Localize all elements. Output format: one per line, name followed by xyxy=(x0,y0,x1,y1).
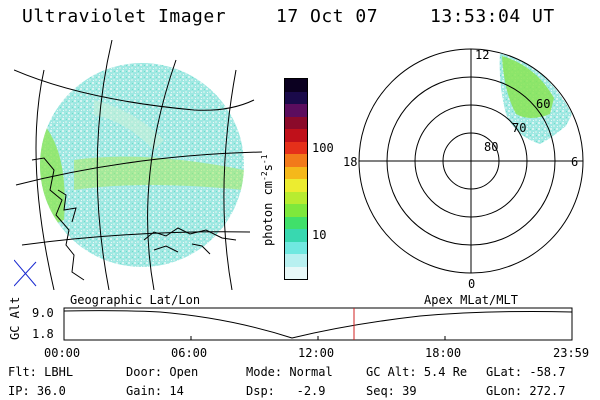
colorbar-tick-10: 10 xyxy=(312,228,327,242)
lat-lon-grid xyxy=(14,40,262,290)
colorbar xyxy=(284,78,308,280)
timeline-right-title: Apex MLat/MLT xyxy=(424,293,518,307)
timeline-tick-1200: 12:00 xyxy=(298,346,335,360)
colorbar-swatch xyxy=(285,254,307,267)
status-ip: IP: 36.0 xyxy=(8,384,66,398)
colorbar-swatch xyxy=(285,116,307,129)
colorbar-swatch xyxy=(285,154,307,167)
colorbar-swatch xyxy=(285,129,307,142)
timeline-y-top: 9.0 xyxy=(32,306,54,320)
colorbar-swatch xyxy=(285,241,307,254)
colorbar-swatch xyxy=(285,204,307,217)
status-filter: Flt: LBHL xyxy=(8,365,74,379)
colorbar-unit-label: photon cm-2s-1 xyxy=(260,154,275,246)
geographic-image-panel xyxy=(14,40,262,290)
colorbar-swatch xyxy=(285,79,307,92)
instrument-title: Ultraviolet Imager xyxy=(22,6,227,27)
timeline-tick-2359: 23:59 xyxy=(553,346,590,360)
timeline-tick-0600: 06:00 xyxy=(171,346,208,360)
date-label: 17 Oct 07 xyxy=(276,6,379,27)
timeline-tick-1800: 18:00 xyxy=(425,346,462,360)
timeline-left-title: Geographic Lat/Lon xyxy=(70,293,201,307)
colorbar-swatch xyxy=(285,179,307,192)
status-gain: Gain: 14 xyxy=(126,384,184,398)
status-gc-alt: GC Alt: 5.4 Re xyxy=(366,365,468,379)
colorbar-swatch xyxy=(285,266,307,279)
status-mode: Mode: Normal xyxy=(246,365,333,379)
mlt-label-0: 0 xyxy=(468,277,475,291)
colorbar-swatch xyxy=(285,104,307,117)
colorbar-swatch xyxy=(285,191,307,204)
altitude-timeline-chart xyxy=(63,307,573,341)
timeline-tick-0000: 00:00 xyxy=(44,346,81,360)
status-glat: GLat: -58.7 xyxy=(486,365,566,379)
mlt-label-18: 18 xyxy=(343,155,357,169)
mlat-label-60: 60 xyxy=(536,97,550,111)
polar-grid xyxy=(358,48,584,274)
coastlines xyxy=(31,157,237,281)
mlt-label-12: 12 xyxy=(475,48,489,62)
time-label: 13:53:04 UT xyxy=(430,6,555,27)
timeline-frame xyxy=(63,307,573,341)
mlat-label-70: 70 xyxy=(512,121,526,135)
colorbar-swatch xyxy=(285,216,307,229)
colorbar-swatch xyxy=(285,166,307,179)
status-door: Door: Open xyxy=(126,365,199,379)
colorbar-swatch xyxy=(285,91,307,104)
timeline-axis-label: GC Alt xyxy=(8,296,22,340)
status-glon: GLon: 272.7 xyxy=(486,384,566,398)
polar-mlat-mlt-plot: 12 18 6 0 60 70 80 xyxy=(343,48,584,291)
altitude-curve xyxy=(63,310,573,339)
status-seq: Seq: 39 xyxy=(366,384,417,398)
mlt-label-6: 6 xyxy=(571,155,578,169)
status-dsp: Dsp: -2.9 xyxy=(246,384,326,398)
mlat-label-80: 80 xyxy=(484,140,498,154)
colorbar-tick-100: 100 xyxy=(312,141,334,155)
colorbar-swatch xyxy=(285,229,307,242)
colorbar-swatch xyxy=(285,141,307,154)
timeline-y-bottom: 1.8 xyxy=(32,327,54,341)
